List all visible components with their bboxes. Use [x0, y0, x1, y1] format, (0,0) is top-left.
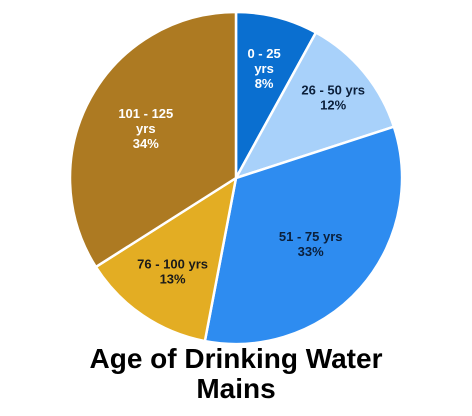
slice-label-line: 12% [320, 98, 346, 113]
slice-label-line: yrs [254, 61, 274, 76]
chart-title-line-1: Age of Drinking Water [90, 343, 383, 374]
slice-label-line: 101 - 125 [118, 106, 173, 121]
slice-label: 101 - 125 yrs 34% [118, 106, 173, 151]
slice-label: 0 - 25 yrs 8% [247, 46, 280, 91]
slice-label-line: 76 - 100 yrs [137, 256, 208, 271]
slice-label: 51 - 75 yrs 33% [279, 229, 343, 259]
slice-label-line: 8% [255, 76, 274, 91]
pie-slice [68, 10, 238, 269]
slice-label-line: 33% [298, 244, 324, 259]
chart-title-line-2: Mains [196, 373, 275, 404]
pie-slice [233, 30, 396, 181]
slice-label: 26 - 50 yrs 12% [301, 83, 365, 113]
slice-label-line: 13% [160, 271, 186, 286]
slice-label-line: 26 - 50 yrs [301, 83, 365, 98]
slice-labels: 0 - 25 yrs 8% 26 - 50 yrs 12%51 - 75 yrs 33%7… [118, 46, 365, 286]
pie-slices [68, 10, 404, 346]
pie-slice [94, 175, 238, 343]
slice-label-line: 51 - 75 yrs [279, 229, 343, 244]
slice-label-line: 34% [133, 136, 159, 151]
slice-label: 76 - 100 yrs 13% [137, 256, 208, 286]
slice-label-line: yrs [136, 121, 156, 136]
pie-slice [203, 125, 404, 346]
slice-label-line: 0 - 25 [247, 46, 280, 61]
